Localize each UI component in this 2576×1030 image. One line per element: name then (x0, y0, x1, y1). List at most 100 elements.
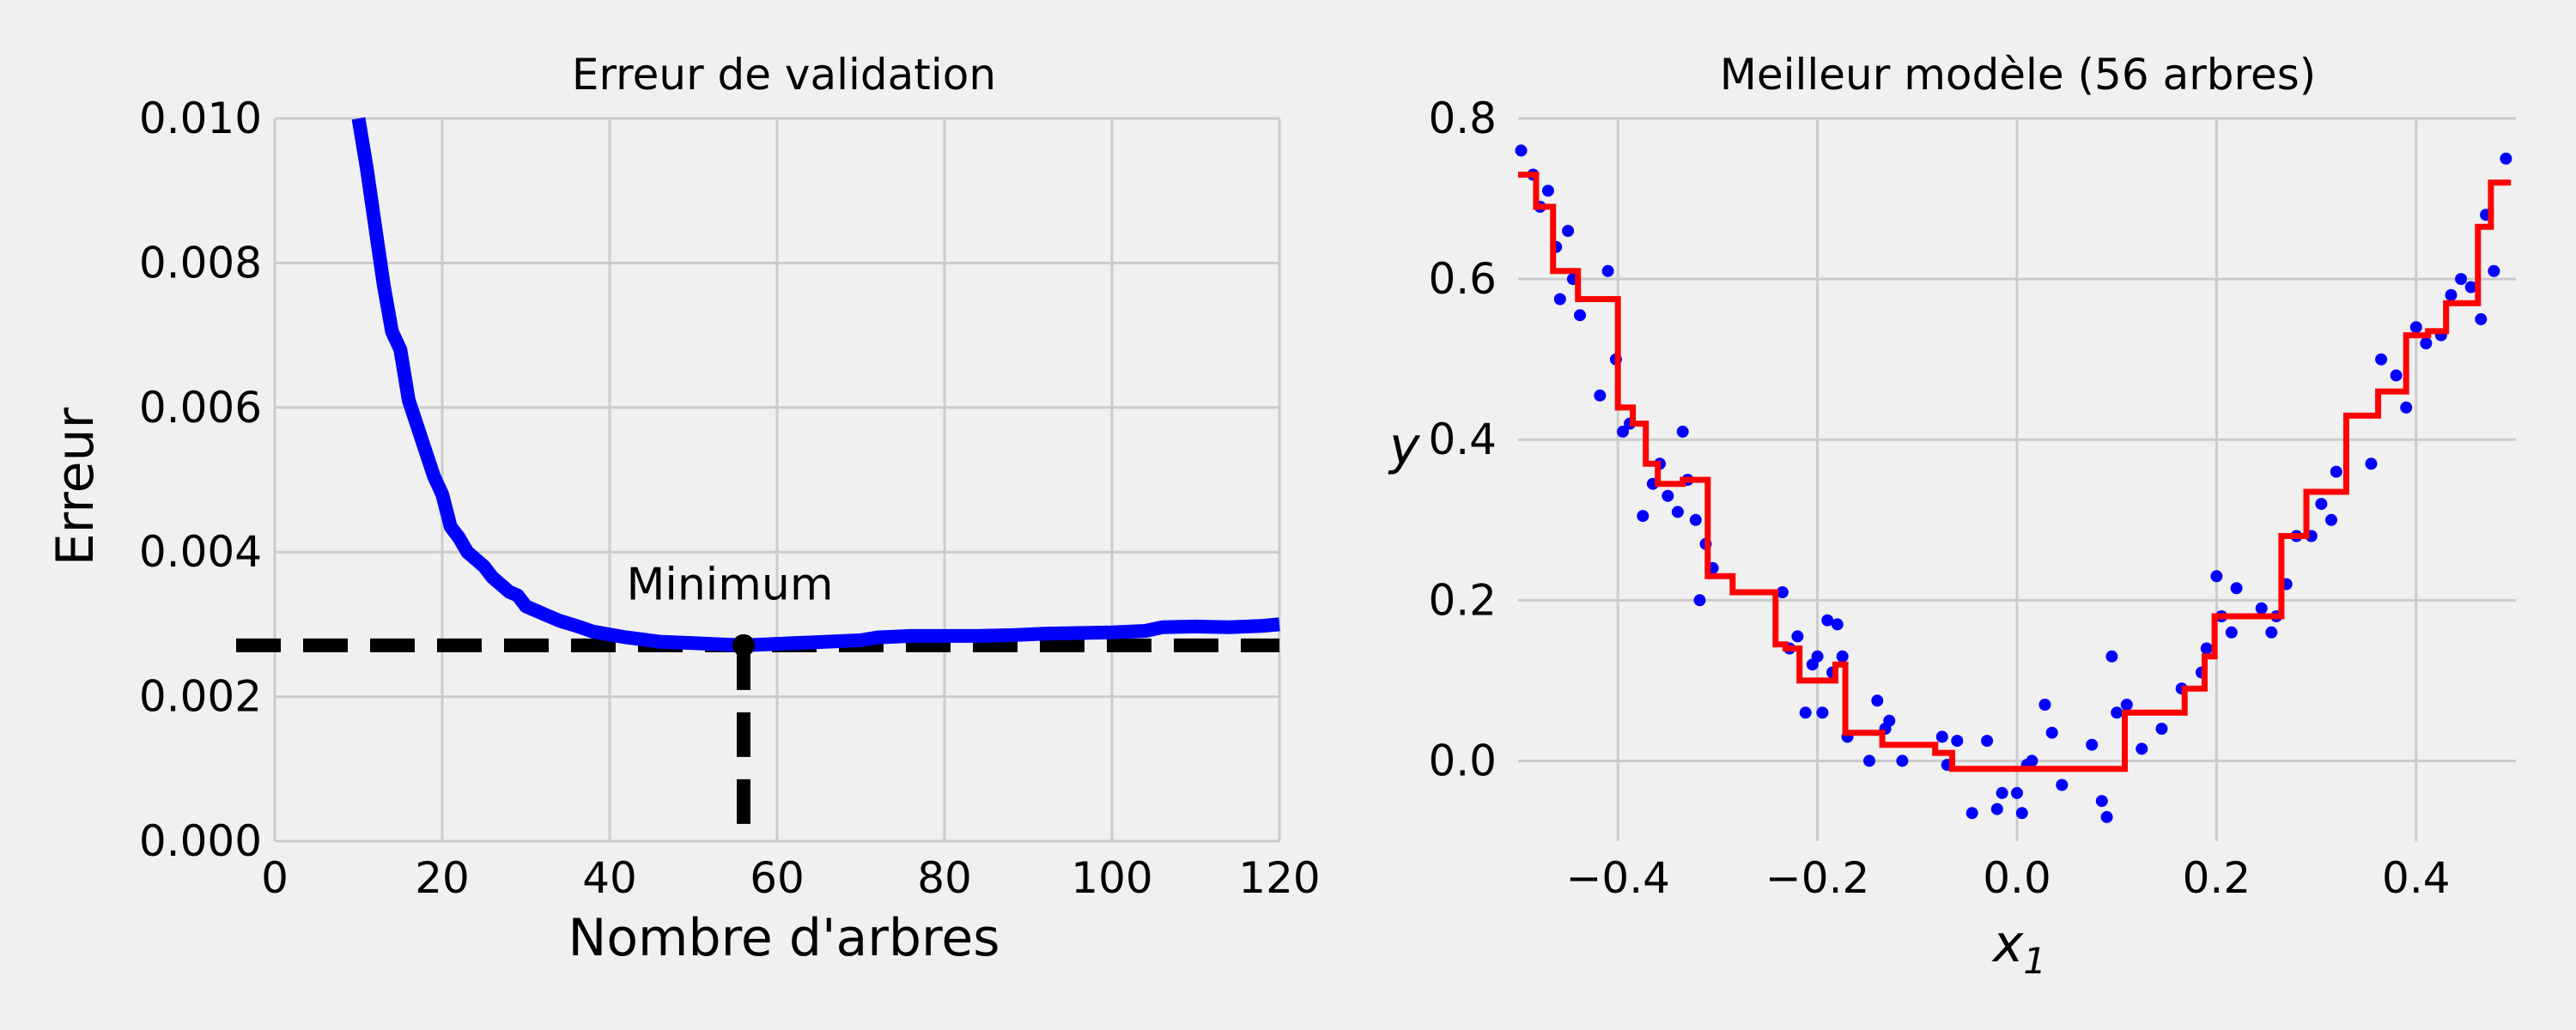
data-point (2225, 626, 2238, 639)
data-point (2255, 602, 2268, 615)
data-point (1541, 185, 1554, 197)
left-y-axis-label: Erreur (46, 407, 106, 566)
left-y-tick-label: 0.000 (139, 816, 262, 866)
data-point (1671, 506, 1684, 518)
data-point (1965, 807, 1978, 820)
validation-error-line (351, 117, 1280, 652)
right-grid (1518, 117, 2516, 841)
data-point (2464, 281, 2477, 294)
data-point (2315, 498, 2328, 511)
data-point (2230, 582, 2243, 595)
right-x-axis-label-subscript: 1 (2023, 940, 2046, 982)
left-x-tick-label: 40 (582, 853, 637, 903)
data-point (2420, 337, 2433, 349)
data-point (2095, 795, 2108, 808)
right-tick-labels: −0.4 −0.2 0.0 0.2 0.4 0.0 0.2 0.4 0.6 0.8 (1428, 94, 2450, 903)
data-point (2111, 706, 2123, 719)
data-point (2488, 264, 2500, 277)
left-x-axis-label: Nombre d'arbres (568, 908, 999, 968)
data-point (1574, 309, 1586, 322)
right-x-tick-label: 0.4 (2382, 853, 2451, 903)
left-series (351, 117, 1280, 652)
data-point (1776, 586, 1789, 598)
data-point (2200, 642, 2213, 655)
data-point (1863, 754, 1875, 767)
data-point (1594, 389, 1607, 402)
right-x-tick-label: −0.4 (1565, 853, 1669, 903)
data-point (2155, 723, 2168, 735)
left-chart-title: Erreur de validation (572, 50, 996, 100)
right-x-axis-label: x1 (1991, 914, 2046, 982)
left-y-tick-label: 0.002 (139, 672, 262, 722)
data-point (1896, 754, 1909, 767)
data-point (1836, 650, 1849, 663)
data-point (1811, 650, 1824, 663)
data-point (1637, 510, 1649, 523)
left-x-tick-label: 20 (415, 853, 470, 903)
data-point (1562, 225, 1575, 237)
data-point (2390, 369, 2403, 382)
right-y-tick-label: 0.8 (1428, 94, 1497, 143)
data-point (2026, 754, 2038, 767)
right-y-axis-label: y (1388, 416, 1421, 476)
right-y-tick-label: 0.2 (1428, 575, 1497, 625)
left-x-tick-label: 120 (1238, 853, 1320, 903)
right-x-axis-label-base: x (1991, 914, 2024, 974)
data-point (2105, 650, 2118, 663)
validation-error-panel: 0 20 40 60 80 100 120 0.000 0.002 0.004 0.006 0.008… (46, 50, 1321, 968)
right-x-tick-label: −0.2 (1765, 853, 1869, 903)
data-point (1951, 735, 1964, 748)
data-point (1816, 706, 1829, 719)
data-point (1883, 714, 1896, 727)
data-point (2455, 273, 2468, 286)
right-x-tick-label: 0.0 (1983, 853, 2051, 903)
data-point (1871, 694, 1884, 707)
data-point (2086, 738, 2099, 751)
data-point (1689, 513, 1702, 526)
data-point (2100, 810, 2113, 823)
left-y-tick-label: 0.008 (139, 238, 262, 288)
data-point (2445, 288, 2458, 301)
left-marker (732, 633, 755, 657)
right-y-tick-label: 0.6 (1428, 254, 1497, 304)
left-reference-lines (236, 638, 1279, 837)
data-point (2365, 457, 2378, 470)
data-point (2136, 742, 2148, 755)
data-point (1515, 144, 1528, 157)
left-tick-labels: 0 20 40 60 80 100 120 0.000 0.002 0.004 0.006 0.008… (139, 94, 1321, 903)
left-y-tick-label: 0.004 (139, 527, 262, 577)
data-point (2475, 312, 2488, 325)
right-x-tick-label: 0.2 (2183, 853, 2251, 903)
left-y-tick-label: 0.006 (139, 383, 262, 433)
data-point (2015, 807, 2028, 820)
data-point (1791, 630, 1804, 643)
data-point (1990, 803, 2003, 815)
data-point (1662, 489, 1674, 502)
data-point (1981, 735, 1994, 748)
left-x-tick-label: 0 (261, 853, 289, 903)
minimum-marker (732, 633, 755, 657)
data-point (2056, 779, 2069, 791)
data-point (1693, 594, 1706, 607)
data-point (2045, 726, 2058, 739)
right-y-tick-label: 0.4 (1428, 415, 1497, 464)
data-point (2500, 152, 2512, 165)
data-point (2325, 513, 2337, 526)
right-chart-title: Meilleur modèle (56 arbres) (1720, 50, 2317, 100)
data-point (2400, 401, 2413, 414)
data-point (2011, 786, 2023, 799)
data-point (1831, 618, 1844, 631)
best-model-panel: −0.4 −0.2 0.0 0.2 0.4 0.0 0.2 0.4 0.6 0.8 Meilleu… (1388, 50, 2516, 982)
data-point (1601, 264, 1614, 277)
right-y-tick-label: 0.0 (1428, 736, 1497, 785)
data-point (1617, 425, 1629, 438)
data-point (1553, 293, 1566, 306)
left-x-tick-label: 80 (917, 853, 972, 903)
prediction-step-line (1518, 172, 2512, 772)
right-prediction-line (1518, 172, 2512, 772)
data-point (1996, 786, 2008, 799)
minimum-annotation: Minimum (627, 560, 834, 611)
data-point (1799, 706, 1812, 719)
